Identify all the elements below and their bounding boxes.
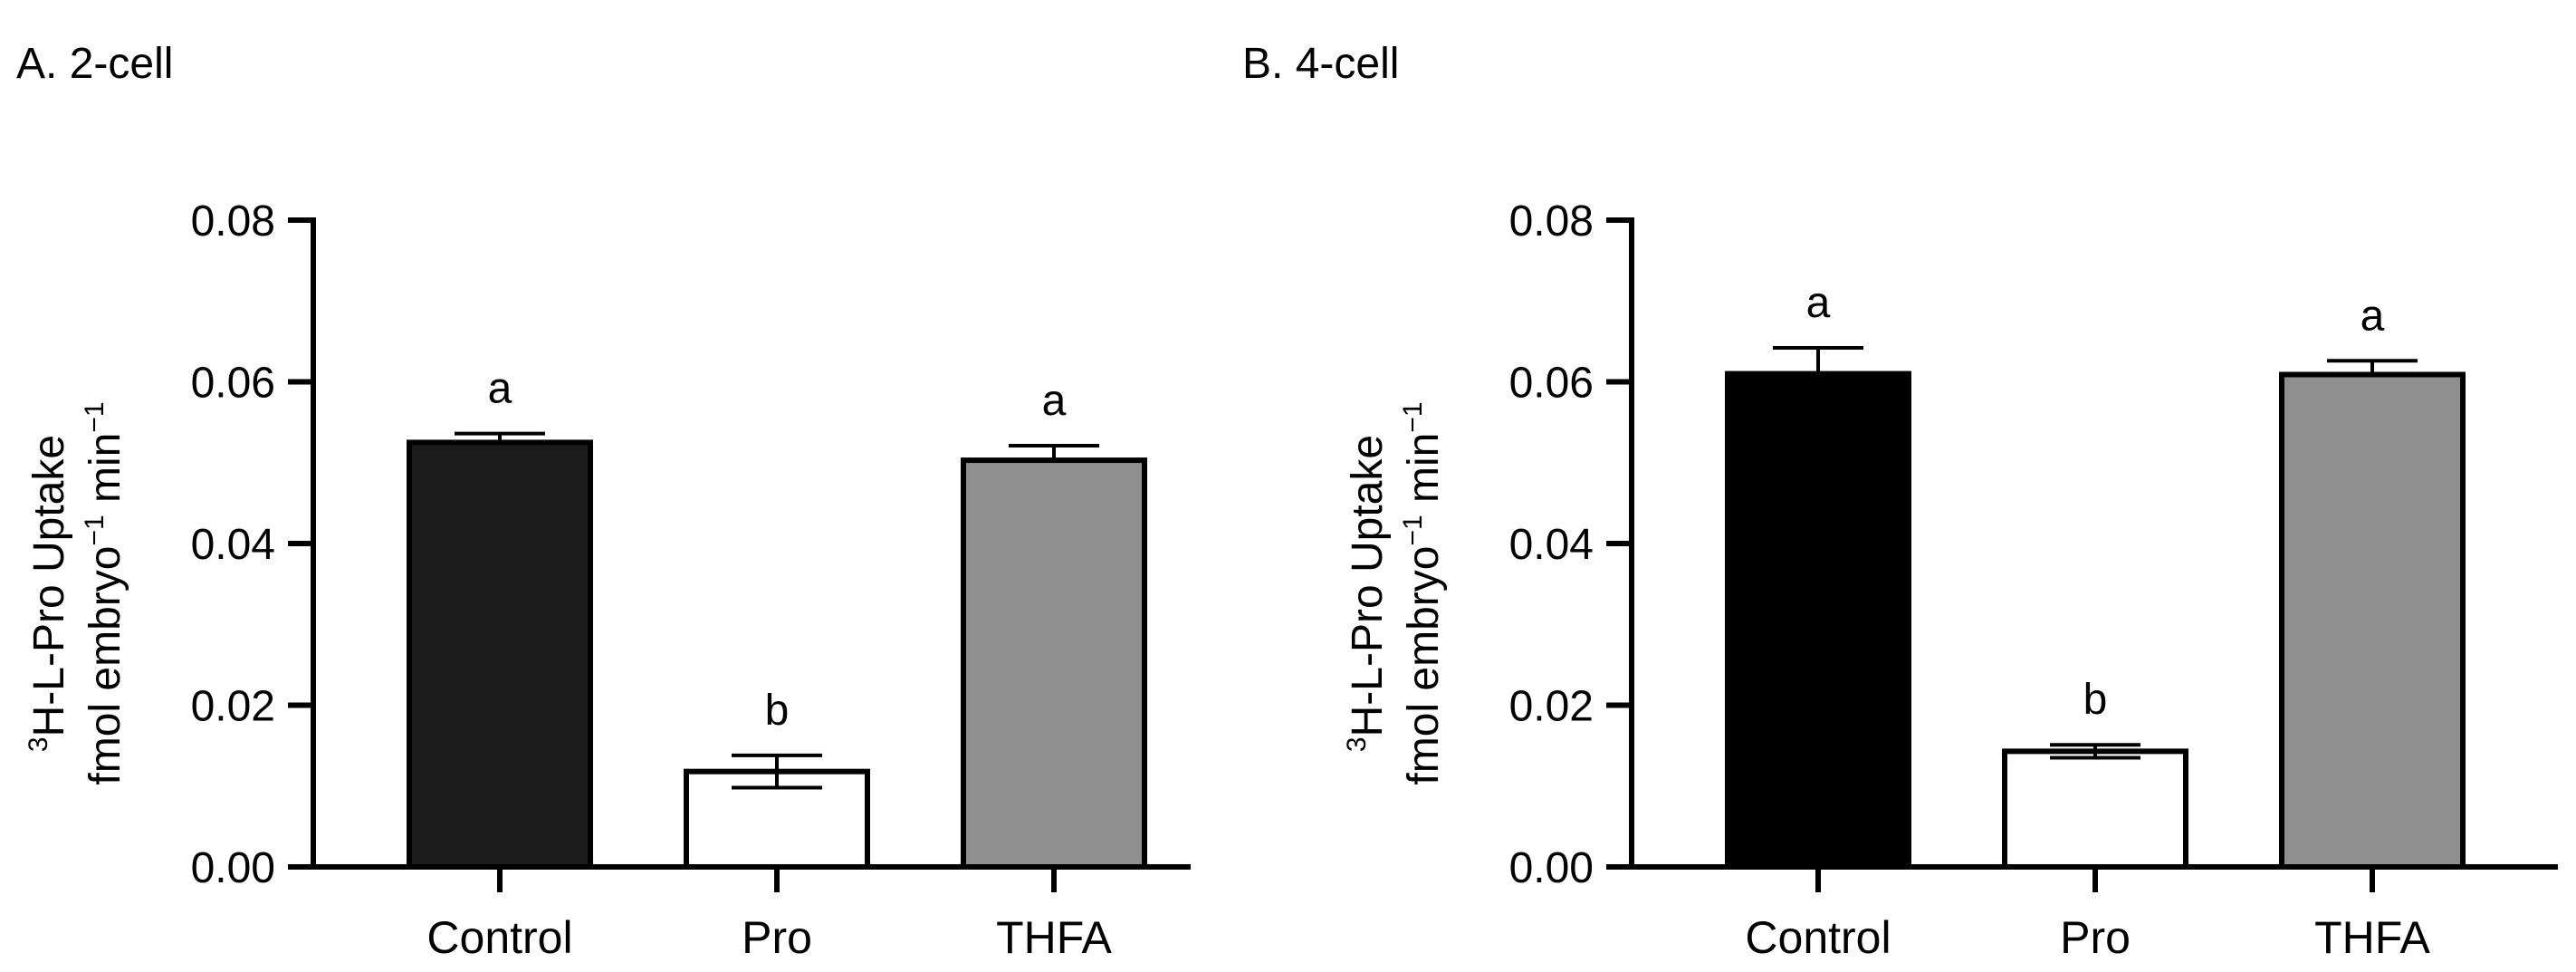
y-tick-label: 0.04 xyxy=(191,521,275,569)
svg-text:3H-L-Pro Uptake: 3H-L-Pro Uptake xyxy=(24,435,73,752)
panel-a-ylabel: 3H-L-Pro Uptake fmol embryo−1 min−1 xyxy=(24,401,129,784)
y-tick-label: 0.00 xyxy=(191,844,275,892)
bar-thfa xyxy=(2279,371,2466,870)
panel-a-significance: a b a xyxy=(488,365,1067,735)
svg-text:fmol embryo−1 min−1: fmol embryo−1 min−1 xyxy=(1398,401,1448,784)
significance-letter: a xyxy=(1042,377,1067,425)
y-tick-label: 0.06 xyxy=(191,360,275,408)
panel-a-y-ticklabels: 0.00 0.02 0.04 0.06 0.08 xyxy=(191,197,275,892)
svg-text:fmol embryo−1 min−1: fmol embryo−1 min−1 xyxy=(80,401,129,784)
y-tick-label: 0.02 xyxy=(191,683,275,731)
panel-b: B. 4-cell 3H-L-Pro Uptake fmol embryo−1 … xyxy=(1242,40,2558,963)
panel-a-title: A. 2-cell xyxy=(16,40,173,88)
significance-letter: a xyxy=(2361,292,2385,340)
svg-text:3H-L-Pro Uptake: 3H-L-Pro Uptake xyxy=(1342,435,1392,752)
panel-b-ylabel: 3H-L-Pro Uptake fmol embryo−1 min−1 xyxy=(1342,401,1448,784)
y-tick-label: 0.00 xyxy=(1509,844,1594,892)
y-tick-label: 0.04 xyxy=(1509,521,1594,569)
y-tick-label: 0.06 xyxy=(1509,360,1594,408)
panel-b-y-ticklabels: 0.00 0.02 0.04 0.06 0.08 xyxy=(1509,197,1594,892)
bar-thfa xyxy=(961,457,1147,870)
panel-b-title: B. 4-cell xyxy=(1242,40,1399,88)
bar-pro xyxy=(684,768,870,870)
panel-a-x-ticklabels: Control Pro THFA xyxy=(426,912,1112,963)
x-category-label: Pro xyxy=(2060,912,2131,963)
x-category-label: Control xyxy=(1745,912,1891,963)
panel-a-bars xyxy=(407,431,1147,870)
x-category-label: Control xyxy=(426,912,572,963)
bar-control xyxy=(407,439,593,870)
x-category-label: Pro xyxy=(742,912,812,963)
significance-letter: a xyxy=(1806,279,1831,327)
y-tick-label: 0.08 xyxy=(191,197,275,245)
significance-letter: b xyxy=(2083,676,2108,724)
panel-b-x-ticklabels: Control Pro THFA xyxy=(1745,912,2430,963)
y-tick-label: 0.08 xyxy=(1509,197,1594,245)
panel-b-significance: a b a xyxy=(1806,279,2385,724)
bar-control xyxy=(1725,371,1911,870)
x-category-label: THFA xyxy=(996,912,1112,963)
y-tick-label: 0.02 xyxy=(1509,683,1594,731)
x-category-label: THFA xyxy=(2314,912,2430,963)
panel-a: A. 2-cell 3H-L-Pro Uptake fmol embryo−1 … xyxy=(16,40,1191,963)
significance-letter: a xyxy=(488,365,512,413)
significance-letter: b xyxy=(765,687,790,735)
panel-b-bars xyxy=(1725,346,2466,870)
bar-pro xyxy=(2002,748,2188,870)
